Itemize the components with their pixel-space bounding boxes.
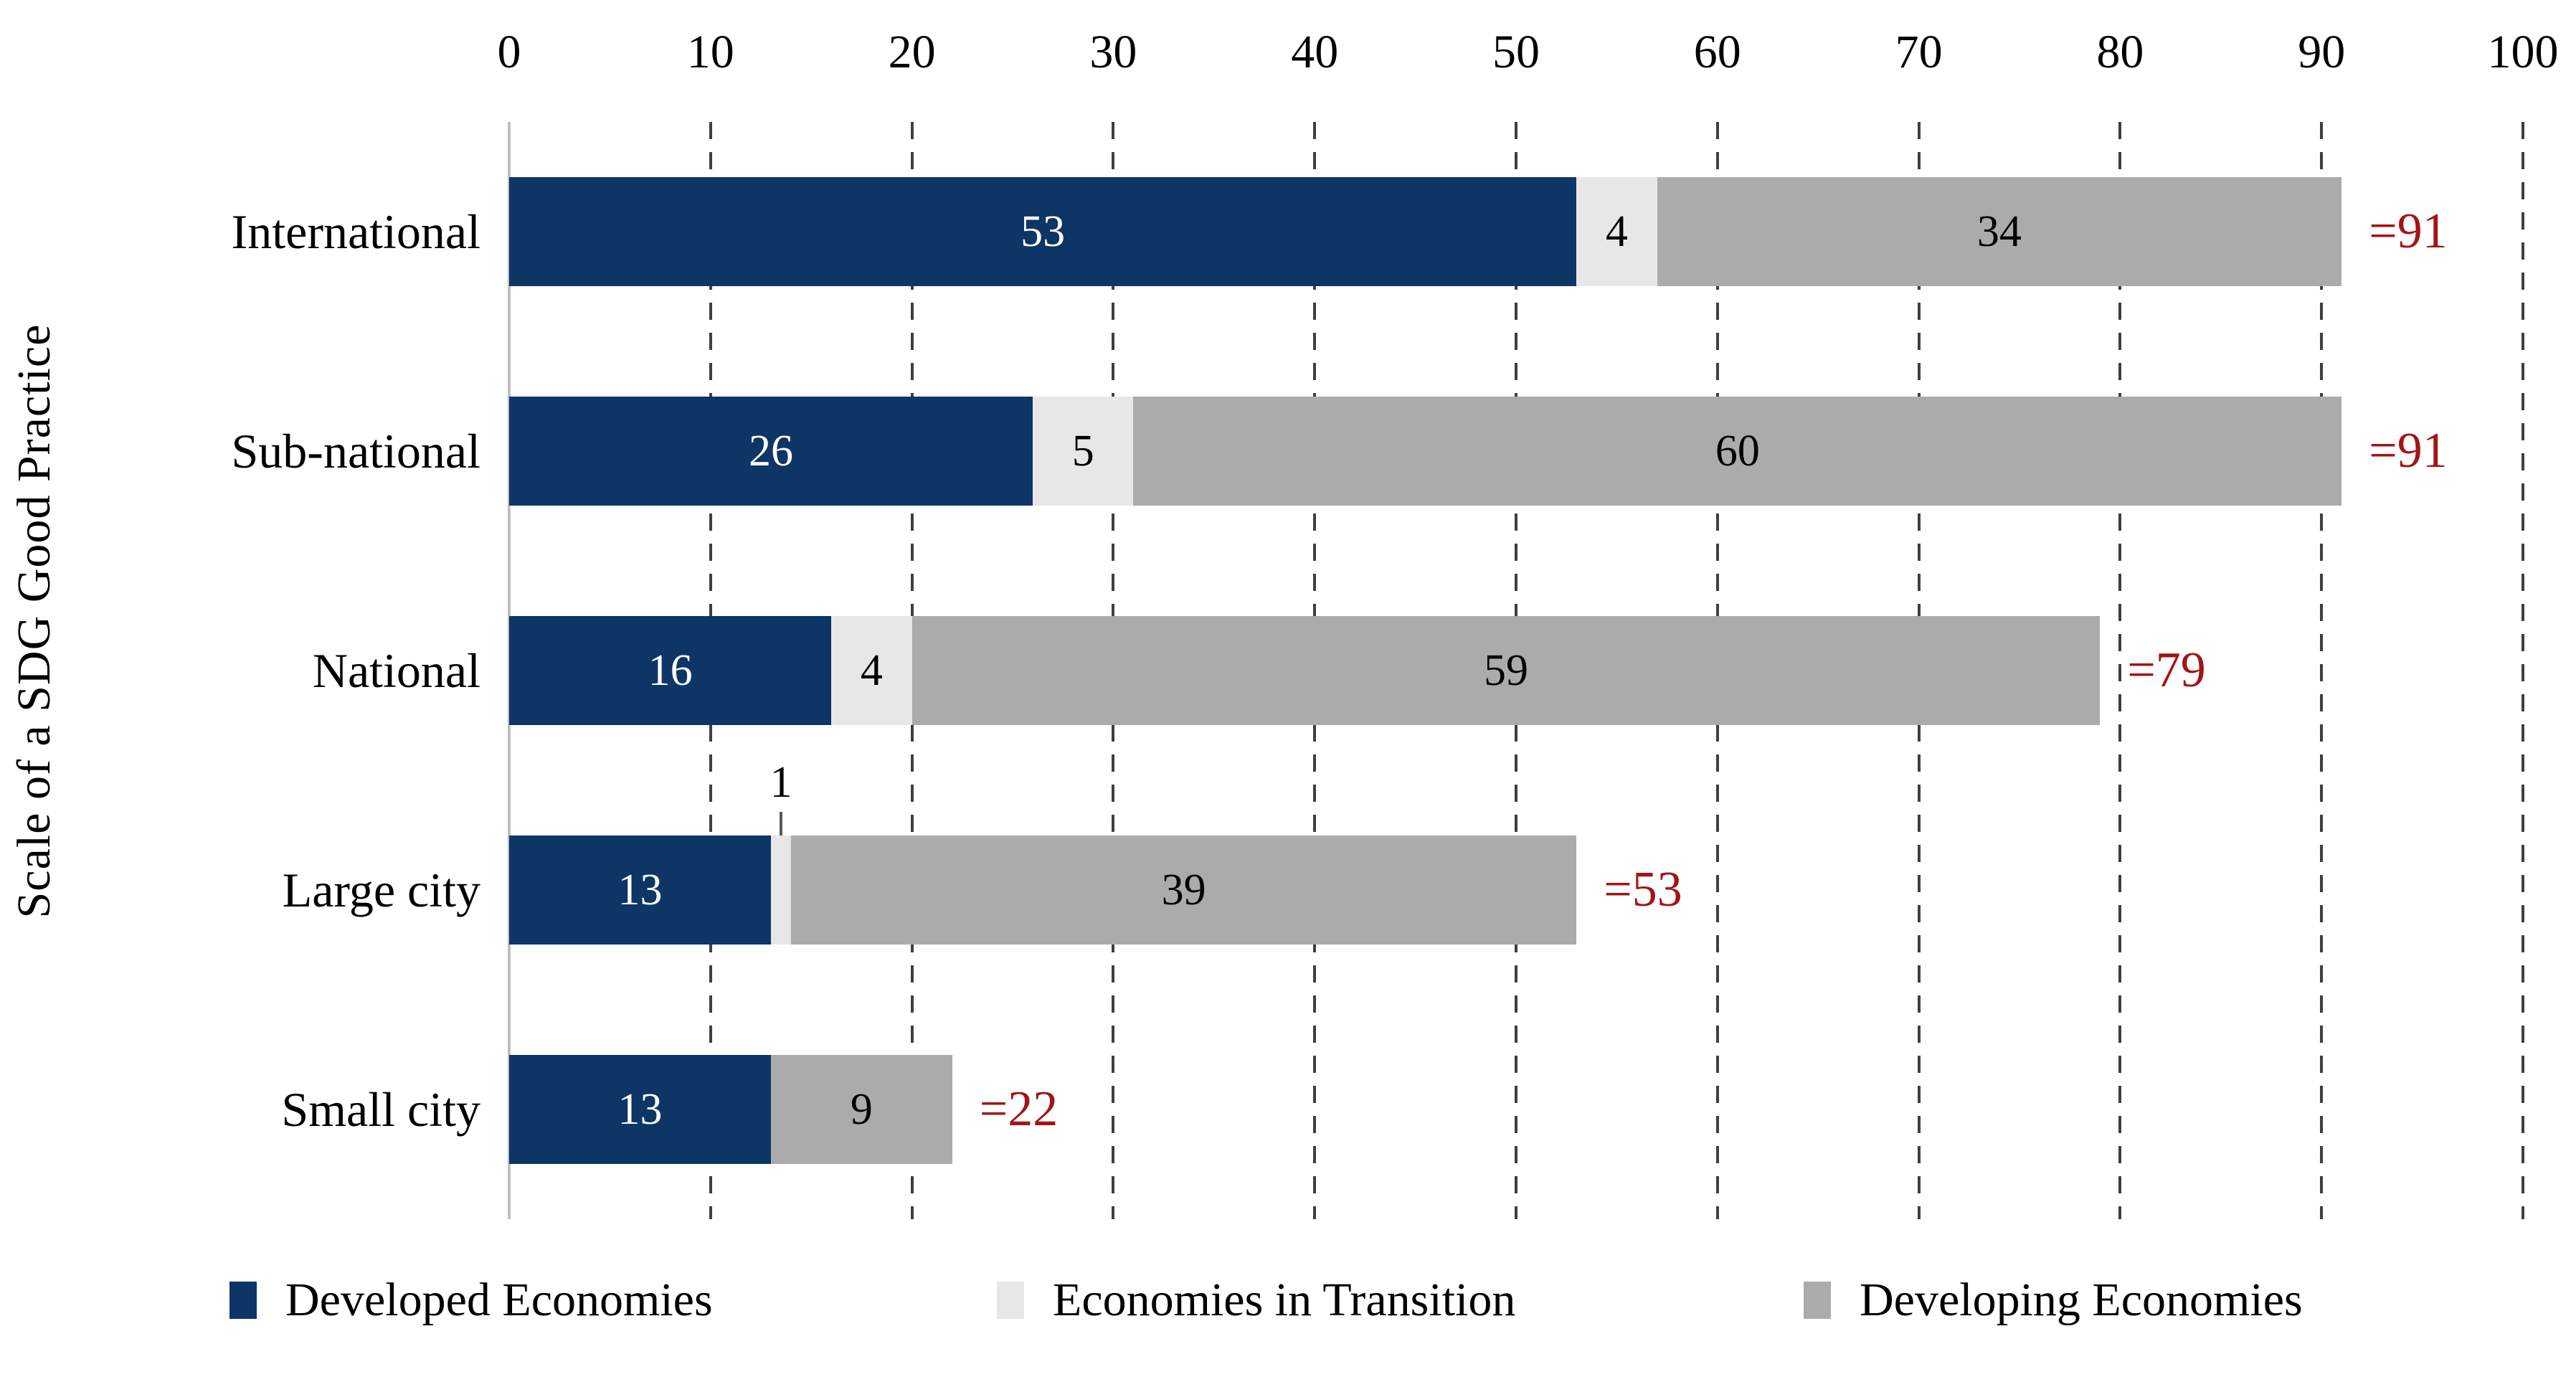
- bar-segment-developed-economies: 13: [509, 835, 772, 945]
- bar-segment-developed-economies: 53: [509, 177, 1577, 286]
- bar-row: Sub-national 26 5 60 =91: [231, 341, 2523, 561]
- segment-value-label: 53: [1021, 207, 1066, 256]
- legend-item-transition: Economies in Transition: [997, 1273, 1515, 1327]
- total-label: =53: [1604, 862, 1682, 917]
- category-label: Small city: [281, 1081, 480, 1137]
- legend-label: Developing Economies: [1860, 1274, 2303, 1326]
- segment-value-label: 4: [860, 646, 883, 695]
- segment-value-label: 34: [1976, 207, 2022, 256]
- bar-segment-developing-economies: 39: [791, 835, 1577, 945]
- stacked-bar: 16 4 59: [509, 616, 2523, 725]
- gridline: [2118, 122, 2122, 1219]
- segment-value-label: 13: [617, 1085, 663, 1134]
- bar-row: National 16 4 59 =79: [313, 561, 2523, 780]
- legend-item-developing: Developing Economies: [1804, 1273, 2303, 1327]
- x-axis-tick-label: 0: [497, 26, 521, 78]
- legend-swatch-developing: [1804, 1282, 1831, 1319]
- stacked-bar: 26 5 60: [509, 397, 2523, 506]
- segment-value-label: 4: [1605, 207, 1628, 256]
- bar-segment-developing-economies: 9: [771, 1055, 952, 1164]
- gridline: [2320, 122, 2324, 1219]
- stacked-bar: 13 39: [509, 835, 2523, 945]
- bar-segment-economies-in-transition: [771, 835, 792, 945]
- segment-value-label: 26: [749, 427, 794, 475]
- category-label: Large city: [282, 862, 480, 917]
- category-label: National: [312, 643, 480, 698]
- bar-segment-economies-in-transition: 5: [1033, 397, 1134, 506]
- bar-row: Small city 13 9 =22: [281, 1000, 2523, 1219]
- bar-segment-developing-economies: 60: [1133, 397, 2342, 506]
- x-axis-tick-label: 60: [1693, 26, 1741, 78]
- bar-segment-developed-economies: 26: [509, 397, 1033, 506]
- bar-segment-developing-economies: 59: [911, 616, 2101, 725]
- stacked-bar: 53 4 34: [509, 177, 2523, 286]
- x-axis-tick-label: 70: [1895, 26, 1943, 78]
- legend: Developed Economies Economies in Transit…: [0, 1273, 2576, 1359]
- x-axis-tick-label: 10: [686, 26, 734, 78]
- stacked-bar: 13 9: [509, 1055, 2523, 1164]
- total-label: =22: [979, 1081, 1059, 1137]
- bar-row: International 53 4 34 =91: [232, 122, 2523, 341]
- x-axis-tick-label: 80: [2096, 26, 2144, 78]
- callout-leader-line: [780, 812, 783, 835]
- segment-value-label: 60: [1715, 427, 1760, 475]
- segment-value-label: 5: [1071, 427, 1094, 475]
- total-label: =79: [2127, 643, 2206, 698]
- segment-value-label: 13: [617, 866, 663, 914]
- bar-row: Large city 1 13 39 =53: [283, 760, 2523, 1000]
- bar-segment-economies-in-transition: 4: [831, 616, 912, 725]
- legend-item-developed: Developed Economies: [229, 1273, 713, 1327]
- total-label: =91: [2369, 423, 2448, 478]
- bar-segment-developing-economies: 34: [1657, 177, 2342, 286]
- x-axis-tick-label: 20: [888, 26, 936, 78]
- callout-value-label: 1: [770, 758, 792, 807]
- segment-value-label: 39: [1161, 866, 1206, 914]
- legend-label: Economies in Transition: [1053, 1274, 1516, 1326]
- segment-value-label: 16: [648, 646, 693, 695]
- bar-rows: International 53 4 34 =91 Sub-national 26 5 60 =9…: [231, 122, 2523, 1219]
- bar-segment-developed-economies: 13: [509, 1055, 772, 1164]
- plot-area: International 53 4 34 =91 Sub-national 26 5 60 =9…: [231, 122, 2524, 1219]
- x-axis-tick-label: 40: [1291, 26, 1339, 78]
- legend-swatch-developed: [229, 1282, 257, 1319]
- bar-segment-economies-in-transition: 4: [1576, 177, 1657, 286]
- x-axis-tick-label: 100: [2487, 26, 2559, 78]
- x-axis-tick-label: 50: [1492, 26, 1540, 78]
- gridline: [2521, 122, 2524, 1219]
- segment-value-label: 9: [850, 1085, 873, 1134]
- category-label: International: [231, 204, 480, 259]
- total-label: =91: [2369, 204, 2448, 259]
- category-label: Sub-national: [231, 423, 480, 478]
- x-axis-tick-label: 90: [2298, 26, 2346, 78]
- legend-label: Developed Economies: [285, 1274, 713, 1326]
- x-axis-tick-label: 30: [1089, 26, 1137, 78]
- x-axis: 0 10 20 30 40 50 60 70 80 90 100: [498, 13, 2559, 106]
- segment-value-label: 59: [1483, 646, 1528, 695]
- legend-swatch-transition: [997, 1282, 1024, 1319]
- bar-segment-developed-economies: 16: [509, 616, 832, 725]
